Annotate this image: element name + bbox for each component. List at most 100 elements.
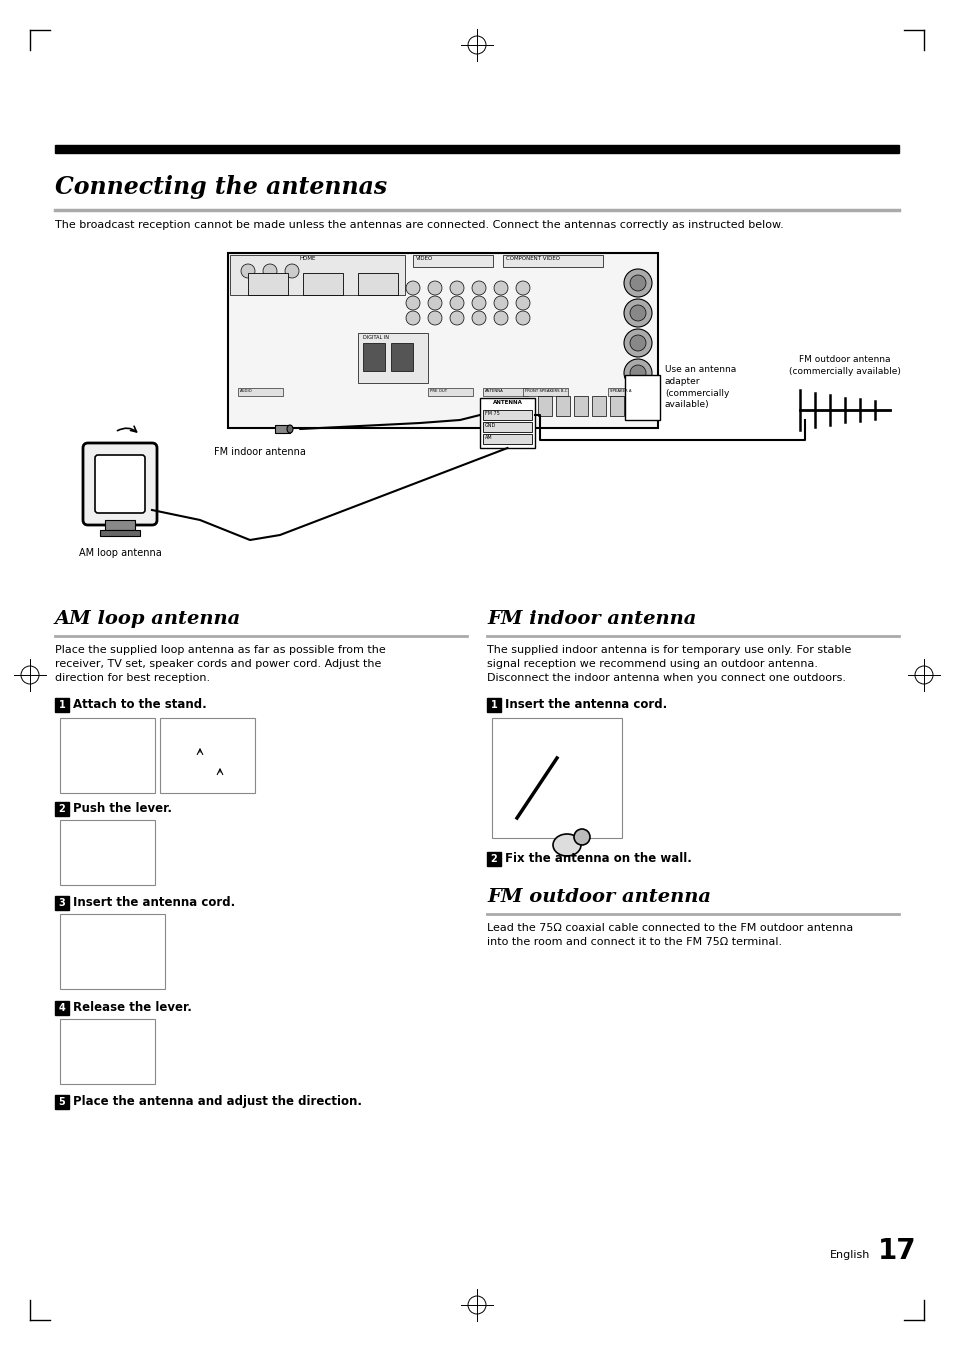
Bar <box>537 396 552 416</box>
Text: AUDIO: AUDIO <box>240 389 253 393</box>
Bar <box>428 387 473 396</box>
Text: FM indoor antenna: FM indoor antenna <box>486 610 696 628</box>
Circle shape <box>516 310 530 325</box>
Bar <box>228 252 658 428</box>
Text: 5: 5 <box>58 1098 66 1107</box>
Ellipse shape <box>574 829 589 845</box>
Circle shape <box>428 281 441 296</box>
Bar <box>556 396 569 416</box>
Text: 1: 1 <box>58 701 66 710</box>
Circle shape <box>623 298 651 327</box>
Bar <box>55 896 69 910</box>
Bar <box>627 396 641 416</box>
Bar <box>624 375 659 420</box>
Bar <box>482 387 527 396</box>
Text: AM loop antenna: AM loop antenna <box>78 548 161 558</box>
Bar <box>55 1000 69 1015</box>
Text: AM: AM <box>484 435 492 440</box>
Circle shape <box>472 281 485 296</box>
Text: 17: 17 <box>877 1237 916 1265</box>
Circle shape <box>494 281 507 296</box>
Bar <box>574 396 587 416</box>
Text: FM outdoor antenna
(commercially available): FM outdoor antenna (commercially availab… <box>788 355 900 375</box>
Circle shape <box>428 310 441 325</box>
Bar <box>248 273 288 296</box>
FancyBboxPatch shape <box>95 455 145 513</box>
Text: FRONT SPEAKERS B-C: FRONT SPEAKERS B-C <box>524 389 567 393</box>
Bar <box>55 698 69 711</box>
Bar <box>303 273 343 296</box>
Text: Insert the antenna cord.: Insert the antenna cord. <box>73 896 235 909</box>
Circle shape <box>406 281 419 296</box>
Bar <box>357 333 428 383</box>
Text: 4: 4 <box>58 1003 66 1012</box>
Circle shape <box>263 265 276 278</box>
Text: PRE OUT: PRE OUT <box>430 389 447 393</box>
Text: Push the lever.: Push the lever. <box>73 802 172 815</box>
Circle shape <box>629 364 645 381</box>
Bar <box>607 387 652 396</box>
Text: Fix the antenna on the wall.: Fix the antenna on the wall. <box>504 852 691 865</box>
Bar <box>502 255 602 267</box>
Text: 2: 2 <box>490 855 497 864</box>
Circle shape <box>623 269 651 297</box>
Ellipse shape <box>553 834 580 856</box>
Bar <box>482 433 532 444</box>
Text: 3: 3 <box>58 898 66 909</box>
Bar <box>55 802 69 815</box>
Text: ANTENNA: ANTENNA <box>492 400 522 405</box>
Circle shape <box>623 329 651 356</box>
Text: 2: 2 <box>58 805 66 814</box>
Bar <box>357 273 397 296</box>
Text: ANTENNA: ANTENNA <box>484 389 503 393</box>
Bar <box>230 255 405 296</box>
Bar <box>55 144 898 153</box>
Bar <box>60 1019 154 1084</box>
Bar <box>486 698 500 711</box>
Circle shape <box>285 265 298 278</box>
Circle shape <box>241 265 254 278</box>
Circle shape <box>516 296 530 310</box>
Bar <box>100 531 140 536</box>
Text: COMPONENT VIDEO: COMPONENT VIDEO <box>505 256 559 261</box>
Bar <box>609 396 623 416</box>
Text: DIGITAL IN: DIGITAL IN <box>363 335 389 340</box>
Text: FM 75: FM 75 <box>484 410 499 416</box>
Bar <box>391 343 413 371</box>
Bar <box>492 718 621 838</box>
Bar <box>60 819 154 886</box>
Bar <box>274 425 290 433</box>
Text: HOME: HOME <box>299 256 315 261</box>
Bar <box>60 718 154 792</box>
Text: FM indoor antenna: FM indoor antenna <box>213 447 306 458</box>
Text: Place the antenna and adjust the direction.: Place the antenna and adjust the directi… <box>73 1095 361 1108</box>
Text: Connecting the antennas: Connecting the antennas <box>55 176 387 198</box>
Text: SPEAKER A: SPEAKER A <box>609 389 631 393</box>
Bar <box>592 396 605 416</box>
Text: AM loop antenna: AM loop antenna <box>55 610 241 628</box>
Text: 1: 1 <box>490 701 497 710</box>
Circle shape <box>450 310 463 325</box>
Text: Insert the antenna cord.: Insert the antenna cord. <box>504 698 666 711</box>
Text: Release the lever.: Release the lever. <box>73 1000 192 1014</box>
Text: FM outdoor antenna: FM outdoor antenna <box>486 888 710 906</box>
Circle shape <box>450 296 463 310</box>
Text: Lead the 75Ω coaxial cable connected to the FM outdoor antenna
into the room and: Lead the 75Ω coaxial cable connected to … <box>486 923 852 946</box>
Text: English: English <box>829 1250 869 1260</box>
Bar <box>482 410 532 420</box>
Bar <box>160 718 254 792</box>
Text: The broadcast reception cannot be made unless the antennas are connected. Connec: The broadcast reception cannot be made u… <box>55 220 783 230</box>
Bar <box>363 343 385 371</box>
Circle shape <box>516 281 530 296</box>
Bar <box>479 398 535 448</box>
Circle shape <box>629 275 645 292</box>
Circle shape <box>494 296 507 310</box>
Bar <box>522 387 567 396</box>
Text: Use an antenna
adapter
(commercially
available): Use an antenna adapter (commercially ava… <box>664 364 736 409</box>
Circle shape <box>450 281 463 296</box>
Ellipse shape <box>287 425 293 433</box>
Circle shape <box>629 305 645 321</box>
Text: Place the supplied loop antenna as far as possible from the
receiver, TV set, sp: Place the supplied loop antenna as far a… <box>55 645 385 683</box>
Bar <box>55 1095 69 1108</box>
Circle shape <box>494 310 507 325</box>
